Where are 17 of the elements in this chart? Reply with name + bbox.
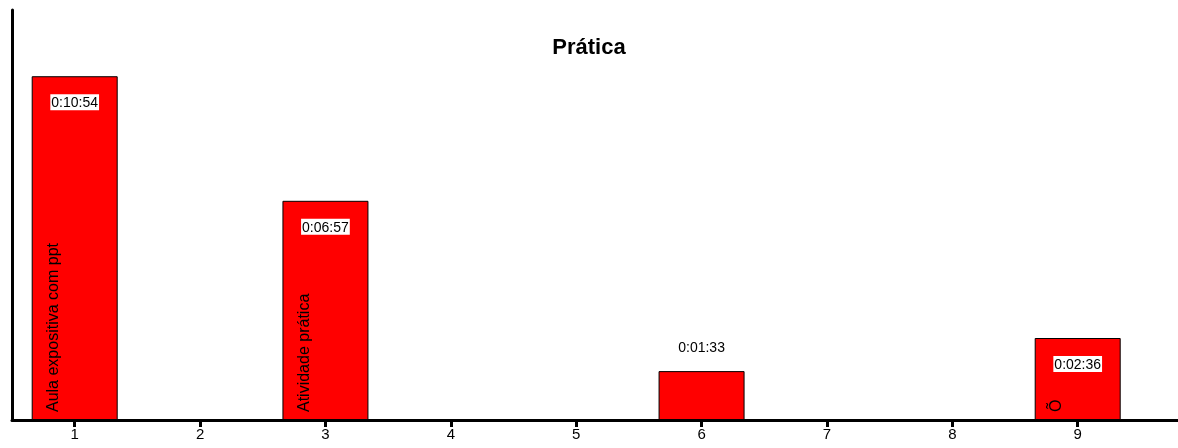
x-tick-label: 5 — [572, 425, 581, 442]
text: Prática — [552, 33, 627, 59]
x-tick-label: 2 — [195, 425, 205, 442]
x-tick-label: 7 — [822, 425, 832, 442]
annotation: Atividade prática — [294, 293, 312, 412]
data-label: 0:01:33 — [678, 339, 726, 356]
x-tick-label: 4 — [446, 425, 455, 442]
x-tick-label: 3 — [321, 425, 330, 442]
data-label: 0:06:57 — [302, 218, 350, 235]
x-tick-label: 1 — [70, 425, 79, 442]
x-tick-label: 6 — [697, 425, 706, 442]
data-label: 0:02:36 — [1054, 356, 1102, 372]
x-tick-label: 9 — [1073, 425, 1082, 442]
x-tick-label: 8 — [948, 425, 957, 442]
data-label: 0:10:54 — [51, 94, 99, 111]
annotation: Aula expositiva com ppt — [44, 242, 62, 412]
annotation: Õ — [1045, 399, 1065, 412]
